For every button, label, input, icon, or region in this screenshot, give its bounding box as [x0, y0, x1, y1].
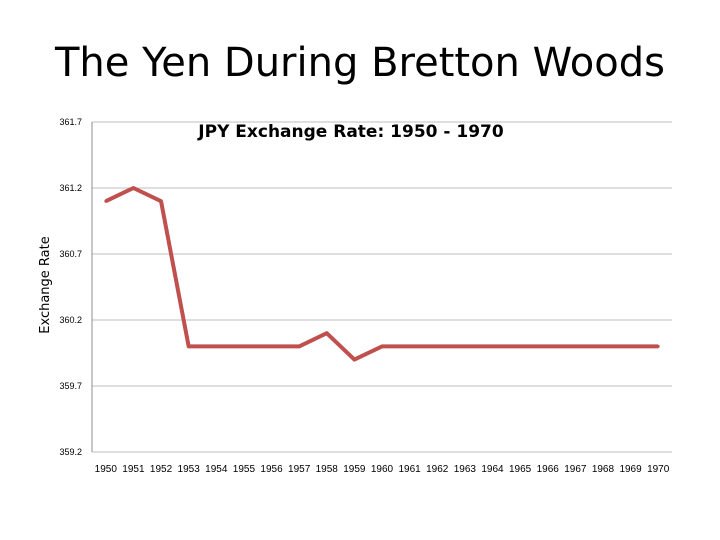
- page-title: The Yen During Bretton Woods: [55, 40, 665, 86]
- x-tick-labels: 1950 1951 1952 1953 1954 1955 1956 1957 1958 1959…: [95, 464, 670, 475]
- x-tick-label: 1952: [150, 464, 173, 475]
- data-point: [297, 344, 301, 348]
- chart-title: JPY Exchange Rate: 1950 - 1970: [197, 122, 504, 142]
- y-tick-label: 361.2: [59, 183, 82, 193]
- data-point: [380, 344, 384, 348]
- y-tick-labels: 361.7 361.2 360.7 360.2 359.7 359.2: [59, 117, 82, 457]
- data-point: [352, 358, 356, 362]
- x-tick-label: 1954: [205, 464, 228, 475]
- data-point: [270, 344, 274, 348]
- y-tick-label: 360.7: [59, 249, 82, 259]
- data-point: [573, 344, 577, 348]
- x-tick-label: 1967: [564, 464, 587, 475]
- x-tick-label: 1965: [509, 464, 532, 475]
- y-tick-label: 359.7: [59, 381, 82, 391]
- x-tick-label: 1953: [178, 464, 201, 475]
- data-point: [546, 344, 550, 348]
- x-tick-label: 1957: [288, 464, 311, 475]
- x-tick-label: 1958: [316, 464, 339, 475]
- x-tick-label: 1960: [371, 464, 394, 475]
- data-point: [187, 344, 191, 348]
- x-tick-label: 1969: [619, 464, 642, 475]
- data-point: [242, 344, 246, 348]
- x-tick-label: 1950: [95, 464, 118, 475]
- x-tick-label: 1955: [233, 464, 256, 475]
- x-tick-label: 1959: [343, 464, 366, 475]
- data-point: [518, 344, 522, 348]
- x-tick-label: 1966: [537, 464, 560, 475]
- x-tick-label: 1963: [454, 464, 477, 475]
- x-tick-label: 1968: [592, 464, 615, 475]
- x-tick-label: 1964: [481, 464, 504, 475]
- data-point: [601, 344, 605, 348]
- y-tick-label: 360.2: [59, 315, 82, 325]
- x-tick-label: 1962: [426, 464, 449, 475]
- x-tick-label: 1970: [647, 464, 670, 475]
- series-line: [104, 186, 659, 362]
- data-point: [159, 199, 163, 203]
- data-point: [104, 199, 108, 203]
- series-group: [104, 186, 660, 362]
- data-point: [490, 344, 494, 348]
- data-point: [325, 331, 329, 335]
- y-tick-label: 359.2: [59, 447, 82, 457]
- data-point: [656, 344, 660, 348]
- data-point: [408, 344, 412, 348]
- data-point: [214, 344, 218, 348]
- gridlines: [91, 121, 672, 453]
- x-tick-label: 1951: [122, 464, 145, 475]
- x-tick-label: 1961: [398, 464, 421, 475]
- data-point: [629, 344, 633, 348]
- y-tick-label: 361.7: [59, 117, 82, 127]
- data-point: [435, 344, 439, 348]
- data-point: [463, 344, 467, 348]
- data-point: [131, 186, 135, 190]
- y-axis-label: Exchange Rate: [38, 236, 53, 333]
- x-tick-label: 1956: [260, 464, 283, 475]
